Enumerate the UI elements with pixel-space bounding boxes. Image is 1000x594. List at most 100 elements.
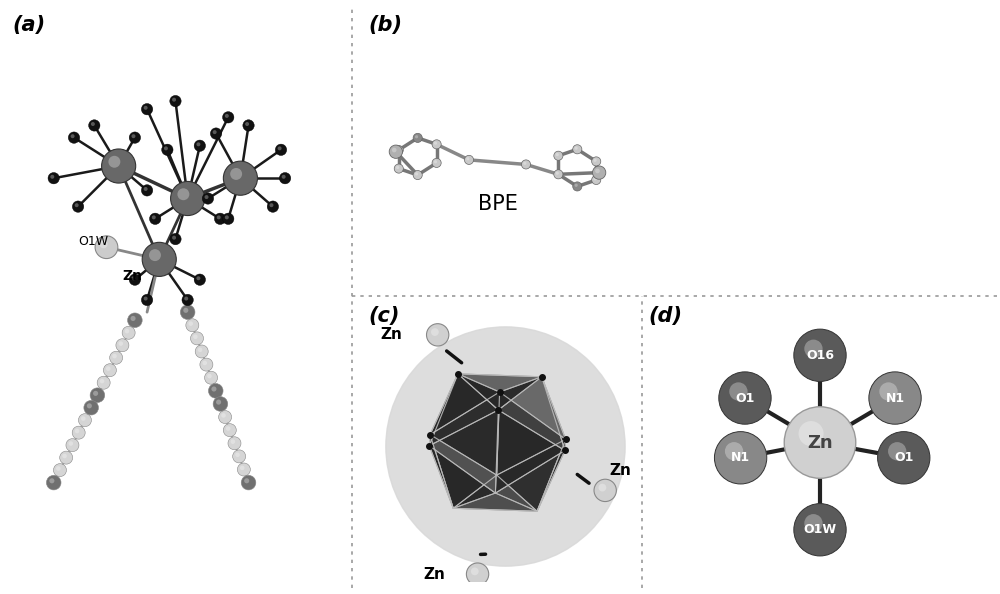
Circle shape xyxy=(714,432,767,484)
Circle shape xyxy=(392,148,397,153)
Text: O1W: O1W xyxy=(78,235,108,248)
Circle shape xyxy=(226,426,230,431)
Polygon shape xyxy=(495,410,565,493)
Polygon shape xyxy=(429,410,498,493)
Circle shape xyxy=(186,319,199,332)
Circle shape xyxy=(170,233,181,245)
Circle shape xyxy=(464,155,474,165)
Circle shape xyxy=(144,187,148,191)
Circle shape xyxy=(149,213,161,225)
Circle shape xyxy=(48,172,59,184)
Circle shape xyxy=(466,563,489,585)
Circle shape xyxy=(223,213,234,225)
Circle shape xyxy=(595,169,600,173)
Text: Zn: Zn xyxy=(123,268,143,283)
Circle shape xyxy=(188,321,193,326)
Circle shape xyxy=(91,122,95,126)
Circle shape xyxy=(427,324,449,346)
Circle shape xyxy=(131,134,135,138)
Circle shape xyxy=(275,144,287,156)
Circle shape xyxy=(598,484,606,491)
Polygon shape xyxy=(430,392,500,475)
Circle shape xyxy=(144,106,148,110)
Circle shape xyxy=(466,157,469,160)
Circle shape xyxy=(194,274,206,285)
Circle shape xyxy=(180,305,195,320)
Text: BPE: BPE xyxy=(478,194,517,214)
Circle shape xyxy=(593,159,597,162)
Circle shape xyxy=(183,308,188,313)
Circle shape xyxy=(125,329,129,333)
Circle shape xyxy=(794,329,846,381)
Circle shape xyxy=(396,166,399,169)
Circle shape xyxy=(237,463,250,476)
Circle shape xyxy=(60,451,73,464)
Circle shape xyxy=(432,159,441,168)
Circle shape xyxy=(231,440,235,444)
Circle shape xyxy=(240,466,244,470)
Text: Zn: Zn xyxy=(807,434,833,451)
Text: Zn: Zn xyxy=(380,327,402,342)
Circle shape xyxy=(75,429,79,433)
Polygon shape xyxy=(495,450,565,511)
Circle shape xyxy=(245,122,249,126)
Circle shape xyxy=(235,453,240,457)
Circle shape xyxy=(152,216,156,219)
Text: N1: N1 xyxy=(731,451,750,465)
Circle shape xyxy=(49,478,54,484)
Circle shape xyxy=(592,166,606,179)
Circle shape xyxy=(68,132,80,143)
Circle shape xyxy=(205,371,218,384)
Circle shape xyxy=(50,175,54,179)
Circle shape xyxy=(241,475,256,490)
Circle shape xyxy=(869,372,921,424)
Circle shape xyxy=(202,361,207,365)
Circle shape xyxy=(432,140,441,149)
Text: O16: O16 xyxy=(806,349,834,362)
Circle shape xyxy=(172,236,176,239)
Circle shape xyxy=(282,175,286,179)
Circle shape xyxy=(198,347,202,352)
Circle shape xyxy=(267,201,279,212)
Circle shape xyxy=(413,133,422,143)
Circle shape xyxy=(108,156,120,168)
Circle shape xyxy=(434,141,437,145)
Circle shape xyxy=(228,437,241,450)
Circle shape xyxy=(279,172,291,184)
Circle shape xyxy=(103,364,116,377)
Circle shape xyxy=(575,184,578,187)
Circle shape xyxy=(56,466,61,471)
Circle shape xyxy=(184,296,188,301)
Circle shape xyxy=(415,135,418,138)
Circle shape xyxy=(210,128,222,139)
Circle shape xyxy=(141,185,153,196)
Circle shape xyxy=(129,132,141,143)
Circle shape xyxy=(394,146,403,154)
Circle shape xyxy=(471,567,479,575)
Circle shape xyxy=(93,391,98,396)
Circle shape xyxy=(719,372,771,424)
Circle shape xyxy=(521,160,531,169)
Polygon shape xyxy=(429,435,453,508)
Circle shape xyxy=(223,424,236,437)
Text: O1: O1 xyxy=(735,391,755,405)
Circle shape xyxy=(556,153,559,156)
Circle shape xyxy=(888,442,906,460)
Circle shape xyxy=(799,421,824,446)
Circle shape xyxy=(523,162,526,165)
Text: Zn: Zn xyxy=(424,567,446,582)
Circle shape xyxy=(207,374,212,378)
Circle shape xyxy=(878,432,930,484)
Polygon shape xyxy=(429,374,498,446)
Polygon shape xyxy=(458,374,542,392)
Text: (b): (b) xyxy=(368,15,402,35)
Circle shape xyxy=(193,334,198,339)
Circle shape xyxy=(71,134,75,138)
Circle shape xyxy=(394,164,403,173)
Circle shape xyxy=(100,379,104,383)
Circle shape xyxy=(177,188,189,200)
Circle shape xyxy=(118,342,123,346)
Circle shape xyxy=(434,160,437,163)
Circle shape xyxy=(142,242,176,276)
Circle shape xyxy=(46,475,61,490)
